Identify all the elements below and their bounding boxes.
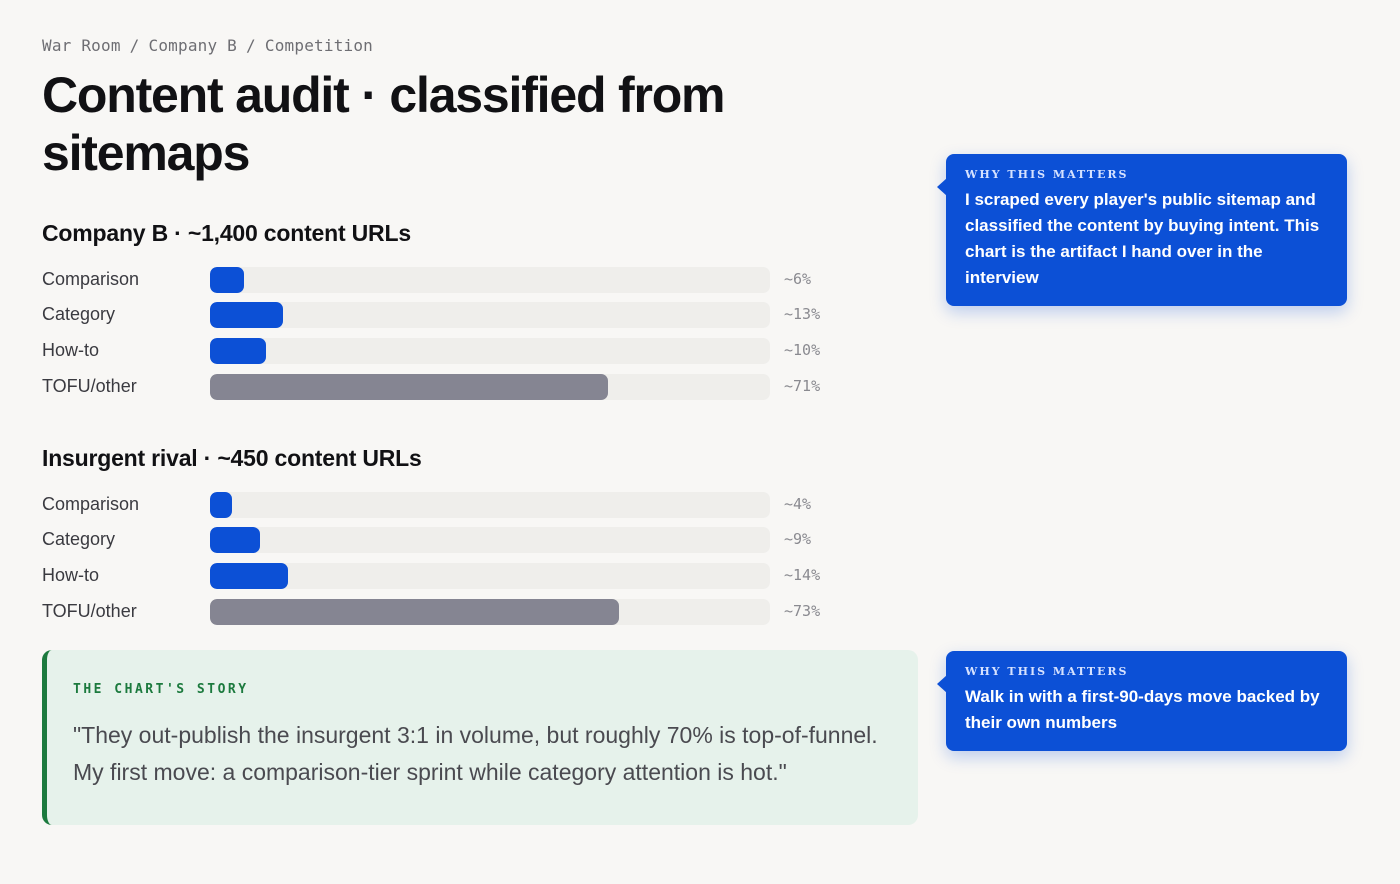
bar-category-label: How-to bbox=[42, 340, 100, 360]
bar-category-label: Comparison bbox=[42, 269, 140, 289]
bar-value-label: ~4% bbox=[784, 495, 812, 513]
breadcrumb-separator: / bbox=[129, 36, 140, 55]
bar-value-label: ~13% bbox=[784, 305, 821, 323]
callout-kicker: WHY THIS MATTERS bbox=[965, 665, 1129, 678]
callout-text: I scraped every player's public sitemap … bbox=[965, 190, 1320, 287]
callout-kicker: WHY THIS MATTERS bbox=[965, 168, 1129, 181]
bar-row: How-to ~14% bbox=[42, 563, 842, 589]
bar-category-label: TOFU/other bbox=[42, 376, 137, 396]
bar-row: How-to ~10% bbox=[42, 338, 842, 364]
bar-category-label: Comparison bbox=[42, 494, 140, 514]
bar-track bbox=[210, 563, 770, 589]
bar-row: Comparison ~6% bbox=[42, 267, 842, 293]
page-title: Content audit · classified from sitemaps bbox=[42, 67, 726, 181]
bar-category-label: Category bbox=[42, 304, 116, 324]
breadcrumb-separator: / bbox=[246, 36, 256, 55]
bar-fill bbox=[210, 492, 233, 518]
bar-track bbox=[210, 492, 770, 518]
bar-track bbox=[210, 599, 770, 625]
chart-title: Insurgent rival · ~450 content URLs bbox=[42, 445, 422, 471]
bar-row: TOFU/other ~73% bbox=[42, 599, 842, 625]
chart-title: Company B · ~1,400 content URLs bbox=[42, 220, 411, 246]
bar-value-label: ~14% bbox=[784, 566, 821, 584]
bar-track bbox=[210, 338, 770, 364]
bar-category-label: How-to bbox=[42, 565, 100, 585]
bar-value-label: ~6% bbox=[784, 270, 812, 288]
bar-fill bbox=[210, 267, 244, 293]
why-this-matters-callout-1: WHY THIS MATTERS I scraped every player'… bbox=[937, 154, 1347, 306]
bar-value-label: ~10% bbox=[784, 341, 821, 359]
bar-fill bbox=[210, 599, 619, 625]
breadcrumb-item-company-b[interactable]: Company B bbox=[148, 36, 238, 55]
story-kicker: THE CHART'S STORY bbox=[73, 682, 249, 697]
bar-value-label: ~73% bbox=[784, 602, 821, 620]
bar-track bbox=[210, 374, 770, 400]
breadcrumb: War Room / Company B / Competition bbox=[42, 36, 373, 55]
bar-fill bbox=[210, 527, 261, 553]
bar-row: TOFU/other ~71% bbox=[42, 374, 842, 400]
bar-row: Category ~9% bbox=[42, 527, 842, 553]
bar-track bbox=[210, 527, 770, 553]
breadcrumb-item-competition: Competition bbox=[264, 36, 374, 55]
bar-track bbox=[210, 302, 770, 328]
story-quote: "They out-publish the insurgent 3:1 in v… bbox=[73, 722, 878, 785]
bar-value-label: ~71% bbox=[784, 377, 821, 395]
bar-fill bbox=[210, 302, 283, 328]
bar-category-label: Category bbox=[42, 529, 116, 549]
breadcrumb-item-war-room[interactable]: War Room bbox=[42, 36, 121, 55]
bar-track bbox=[210, 267, 770, 293]
bar-fill bbox=[210, 374, 608, 400]
bar-fill bbox=[210, 338, 266, 364]
bar-value-label: ~9% bbox=[784, 530, 812, 548]
bar-category-label: TOFU/other bbox=[42, 601, 137, 621]
why-this-matters-callout-2: WHY THIS MATTERS Walk in with a first-90… bbox=[937, 651, 1347, 751]
bar-row: Category ~13% bbox=[42, 302, 842, 328]
bar-row: Comparison ~4% bbox=[42, 492, 842, 518]
callout-text: Walk in with a first-90-days move backed… bbox=[965, 687, 1320, 732]
bar-fill bbox=[210, 563, 289, 589]
chart-story-panel: THE CHART'S STORY "They out-publish the … bbox=[42, 650, 918, 825]
